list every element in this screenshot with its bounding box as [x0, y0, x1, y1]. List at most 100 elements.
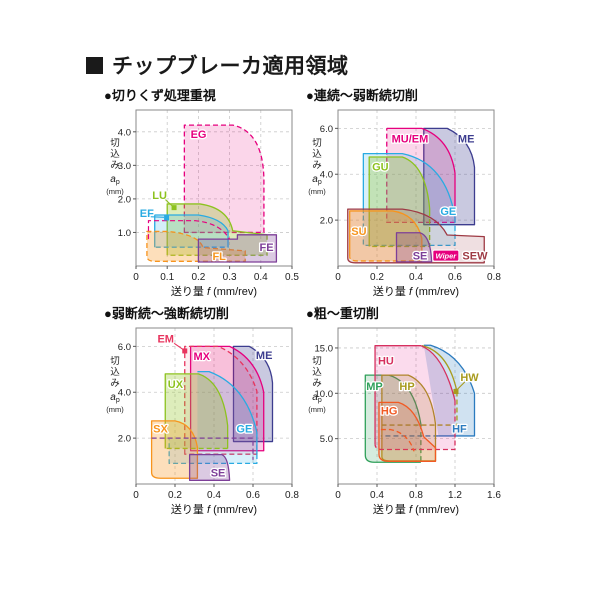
- region-fill-GE: [169, 371, 257, 464]
- region-marker: [171, 205, 177, 211]
- region-border-GE: [362, 213, 456, 246]
- plot-interrupted: ●弱断続～強断続切削 EM MX ME UX SX GE SE 2.0 4.0 6.0 0 0.2 0.4…: [104, 306, 299, 516]
- y-axis-label-char: み: [110, 160, 120, 171]
- region-label-GE: GE: [440, 206, 456, 218]
- region-fill-HP: [381, 375, 436, 461]
- region-border-HW: [380, 391, 458, 426]
- region-border-SE: [395, 232, 433, 263]
- region-label-SE: SE: [413, 251, 428, 263]
- region-label-MX: MX: [194, 351, 211, 363]
- region-border-SE: [188, 453, 231, 481]
- y-axis-label-char: 切: [312, 138, 322, 149]
- y-tick-label: 2.0: [118, 434, 131, 445]
- x-tick-label: 0.4: [409, 272, 423, 283]
- x-axis-label: 送り量 f (mm/rev): [171, 284, 257, 298]
- region-border-UX: [164, 373, 229, 449]
- page-header: チップブレーカ適用領域: [86, 50, 349, 80]
- page-title: チップブレーカ適用領域: [112, 55, 349, 78]
- region-label-MP: MP: [366, 381, 383, 393]
- region-extra-line: [151, 437, 254, 460]
- y-tick-label: 5.0: [320, 434, 333, 445]
- chart-rough-heavy-cutting: ●粗～重切削 HU MP HP HG HW HF 5.0 10.0 15.0 0 0.4 0.8 1.2 1…: [304, 304, 509, 516]
- region-fill-MU/EM: [386, 128, 455, 223]
- region-label-EF: EF: [140, 208, 154, 220]
- y-tick-label: 15.0: [315, 343, 334, 354]
- y-axis-label-char: 切: [110, 138, 120, 149]
- y-tick-label: 6.0: [118, 342, 131, 353]
- region-label-FL: FL: [212, 251, 226, 263]
- y-tick-label: 10.0: [315, 389, 334, 400]
- region-border-SEW: [347, 208, 485, 264]
- region-fill-ME: [423, 128, 475, 225]
- region-label-HU: HU: [378, 356, 394, 368]
- region-border-SX: [150, 420, 199, 479]
- region-fill-SU: [349, 210, 422, 261]
- y-axis-label-char: 込: [312, 367, 322, 378]
- region-fill-SE: [396, 232, 432, 262]
- y-tick-label: 3.0: [118, 161, 131, 172]
- region-label-HF: HF: [452, 424, 467, 436]
- region-border-MU/EM: [386, 127, 456, 223]
- region-border-EM: [184, 345, 258, 455]
- region-border-GE: [362, 152, 456, 218]
- y-axis-unit: (mm): [308, 187, 326, 196]
- x-axis-label: 送り量 f (mm/rev): [373, 502, 459, 516]
- region-border-GE: [168, 439, 258, 464]
- region-border-EF: [154, 214, 229, 248]
- x-tick-label: 0.8: [487, 272, 501, 283]
- x-tick-label: 0.5: [285, 272, 299, 283]
- region-border-SU: [349, 210, 423, 261]
- region-border-HG: [378, 401, 437, 462]
- region-border-HF: [423, 344, 476, 437]
- label-leader-line: [457, 381, 466, 390]
- y-tick-label: 1.0: [118, 228, 131, 239]
- label-leader-line: [173, 342, 184, 351]
- x-axis-label: 送り量 f (mm/rev): [171, 502, 257, 516]
- region-border-MX: [189, 345, 265, 452]
- region-label-SEW: SEW: [462, 251, 488, 263]
- y-axis-label-char: 切: [110, 356, 120, 367]
- x-tick-label: 0.8: [285, 490, 299, 501]
- y-tick-label: 2.0: [320, 216, 333, 227]
- plot-border: [135, 109, 293, 267]
- region-fill-SX: [151, 420, 198, 479]
- region-border-FE: [197, 234, 278, 263]
- region-border-EG: [183, 124, 265, 234]
- y-axis-unit: (mm): [106, 405, 124, 414]
- x-tick-label: 0.8: [409, 490, 423, 501]
- region-border-HU: [374, 345, 456, 445]
- chart-subtitle: ●弱断続～強断続切削: [104, 306, 229, 321]
- x-tick-label: 1.2: [448, 490, 462, 501]
- region-border-LU: [167, 234, 268, 256]
- x-tick-label: 0.4: [370, 490, 384, 501]
- y-axis-label-symbol: ap: [110, 392, 120, 404]
- region-fill-GE: [363, 153, 455, 246]
- chart-continuous-cutting: ●連続～弱断続切削 GU MU/EM ME GE SU SE SEW Wiper 2.0 4.0 6.…: [304, 86, 509, 298]
- region-extra-line: [147, 220, 231, 240]
- chart-subtitle: ●切りくず処理重視: [104, 88, 216, 103]
- chart-interrupted-cutting: ●弱断続～強断続切削 EM MX ME UX SX GE SE 2.0 4.0 6.0 0 0.2 0.4…: [102, 304, 307, 516]
- region-label-LU: LU: [152, 190, 167, 202]
- region-fill-UX: [165, 373, 228, 449]
- region-label-HG: HG: [381, 406, 398, 418]
- region-label-SU: SU: [351, 226, 366, 238]
- region-label-UX: UX: [168, 379, 184, 391]
- label-leader-line: [149, 216, 165, 218]
- region-label-EM: EM: [157, 333, 174, 345]
- region-label-MU/EM: MU/EM: [392, 134, 429, 146]
- region-border-FL: [146, 230, 246, 262]
- plot-chip-control: ●切りくず処理重視 EG LU EF FL FE 1.0 2.0 3.0 4.0 0 0.1 0.2 0.…: [104, 88, 299, 298]
- y-axis-label-symbol: ap: [312, 174, 322, 186]
- region-fill-HU: [375, 345, 455, 450]
- label-leader-line: [164, 198, 173, 207]
- region-label-GU: GU: [372, 162, 389, 174]
- region-marker: [453, 388, 459, 394]
- y-tick-label: 4.0: [118, 127, 131, 138]
- y-axis-unit: (mm): [308, 405, 326, 414]
- region-fill-ME: [233, 346, 273, 442]
- region-label-HP: HP: [399, 381, 414, 393]
- x-tick-label: 0.4: [254, 272, 268, 283]
- y-axis-unit: (mm): [106, 187, 124, 196]
- x-tick-label: 0.2: [370, 272, 384, 283]
